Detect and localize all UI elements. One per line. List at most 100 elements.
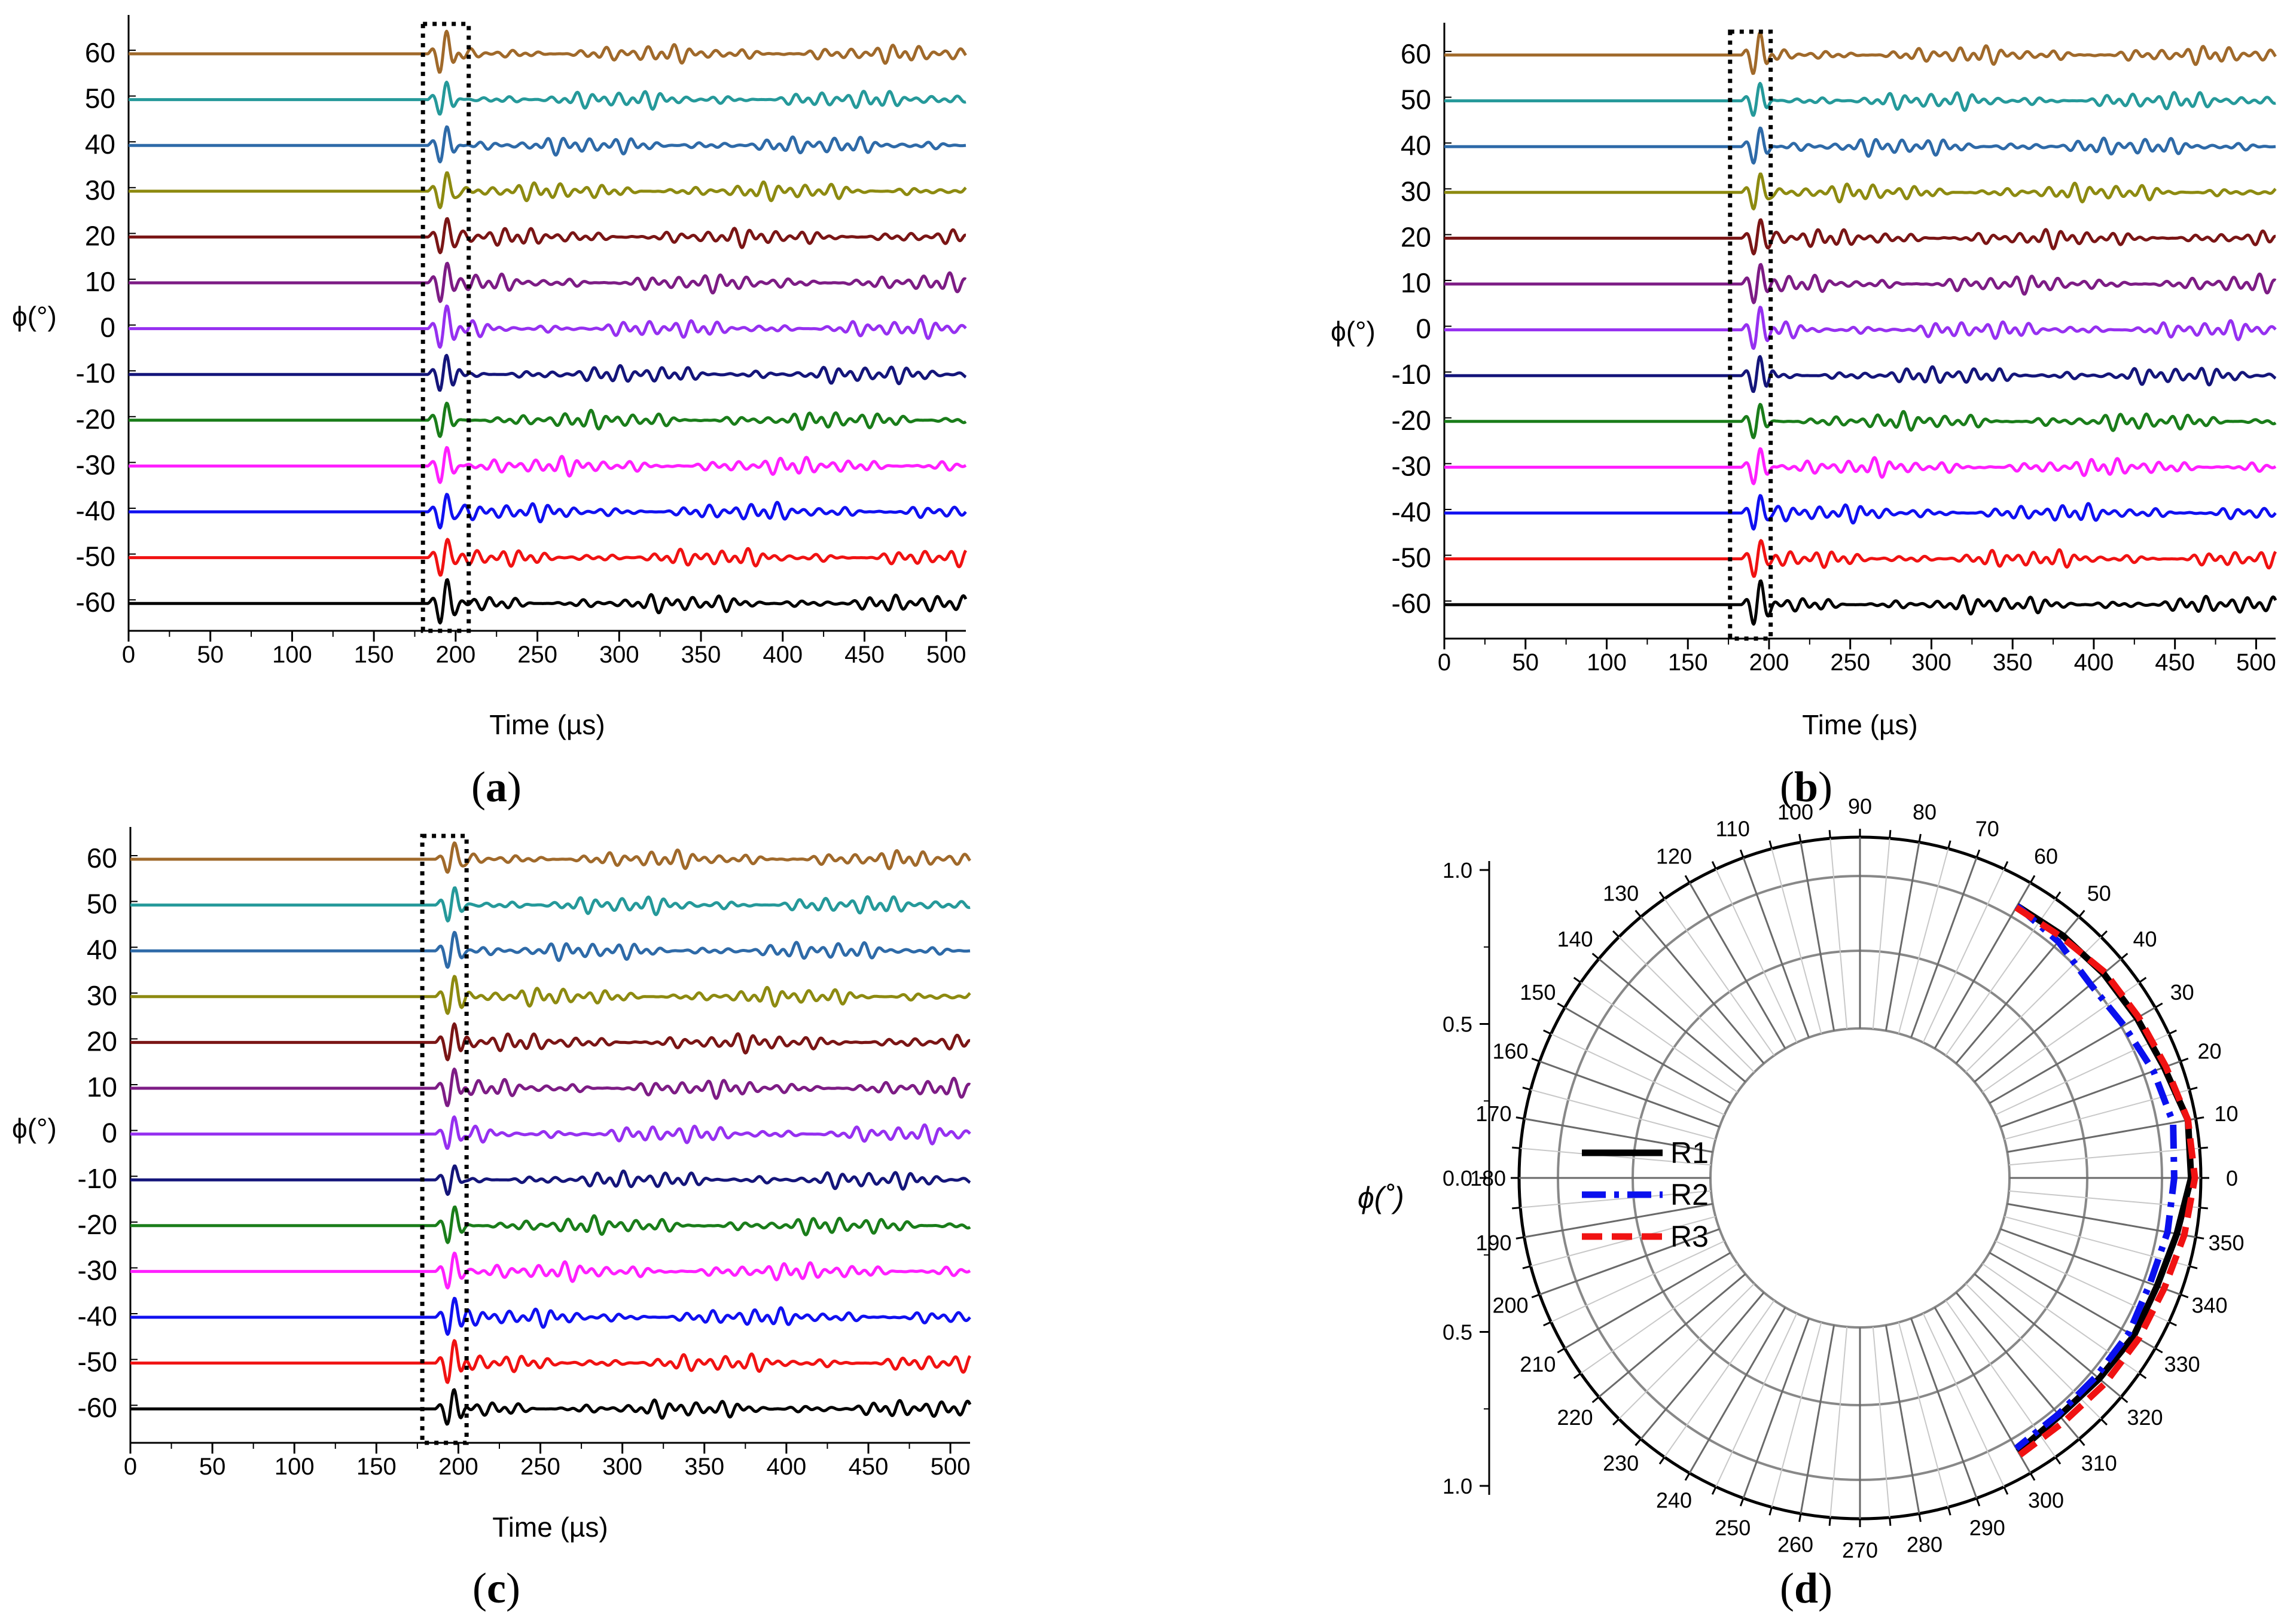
y-tick-label-0: 0 xyxy=(102,1118,117,1149)
y-tick-label--50: -50 xyxy=(76,541,115,572)
x-tick-label: 250 xyxy=(1830,649,1870,676)
polar-spoke xyxy=(1530,1089,1716,1140)
radial-tick-label: 0.0 xyxy=(1443,1166,1472,1190)
legend-label-R3: R3 xyxy=(1670,1220,1709,1253)
y-tick-label-40: 40 xyxy=(87,934,117,965)
polar-angle-tick xyxy=(2029,875,2036,884)
polar-spoke xyxy=(2006,1118,2196,1153)
x-tick-label: 100 xyxy=(1587,649,1627,676)
trace-50 xyxy=(129,886,971,923)
polar-angle-tick xyxy=(2195,1116,2204,1120)
radial-tick-label: 1.0 xyxy=(1443,1474,1472,1498)
polar-spoke xyxy=(1524,1202,1713,1238)
polar-angle-tick xyxy=(2199,1146,2208,1149)
polar-angle-tick xyxy=(1557,1347,1566,1354)
y-tick-label-50: 50 xyxy=(1401,84,1431,115)
trace-30 xyxy=(127,171,967,209)
polar-spoke xyxy=(1520,1147,1712,1166)
y-tick-label--20: -20 xyxy=(1392,405,1431,436)
series-R3 xyxy=(2014,905,2198,1458)
polar-angle-tick xyxy=(1768,1507,1773,1516)
angle-label-110: 110 xyxy=(1716,817,1750,841)
polar-angle-tick xyxy=(1512,1146,1521,1149)
y-tick-label-30: 30 xyxy=(85,175,115,206)
trace-40 xyxy=(1443,126,2277,165)
polar-angle-tick xyxy=(2100,930,2108,938)
polar-spoke xyxy=(1618,936,1755,1073)
trace-20 xyxy=(127,217,967,255)
polar-spoke xyxy=(1524,1118,1713,1153)
polar-angle-tick xyxy=(1739,1498,1745,1507)
x-tick-label: 400 xyxy=(763,642,803,668)
x-tick-label: 200 xyxy=(1749,649,1789,676)
polar-spoke xyxy=(1742,1318,1810,1499)
trace-10 xyxy=(1443,262,2277,304)
trace--10 xyxy=(1443,355,2277,393)
y-tick-label-40: 40 xyxy=(1401,130,1431,161)
polar-angle-tick xyxy=(1612,930,1620,938)
polar-spoke xyxy=(1598,958,1746,1083)
polar-spoke xyxy=(1955,916,2080,1064)
y-tick-label--10: -10 xyxy=(76,358,115,389)
angle-label-350: 350 xyxy=(2209,1231,2245,1255)
x-tick-label: 500 xyxy=(926,642,966,668)
polar-angle-tick xyxy=(2054,891,2062,899)
polar-angle-tick xyxy=(2154,1347,2163,1354)
y-tick-label--10: -10 xyxy=(1392,359,1431,390)
y-tick-label-50: 50 xyxy=(85,83,115,114)
x-tick-label: 50 xyxy=(197,642,224,668)
polar-angle-tick xyxy=(1543,1029,1552,1035)
polar-spoke xyxy=(1715,868,1798,1043)
polar-angle-tick xyxy=(2054,1457,2062,1465)
polar-angle-tick xyxy=(2180,1057,2189,1063)
polar-angle-tick xyxy=(1918,834,1922,842)
caption-b: (b) xyxy=(1780,763,1832,811)
polar-spoke xyxy=(1872,1326,1890,1518)
y-tick-label-10: 10 xyxy=(85,266,115,297)
trace-50 xyxy=(1443,81,2277,117)
polar-spoke xyxy=(2006,1202,2196,1238)
polar-angle-tick xyxy=(1684,875,1691,884)
polar-spoke xyxy=(2004,1216,2190,1267)
x-axis-label: Time (µs) xyxy=(1802,709,1917,740)
x-tick-label: 300 xyxy=(1911,649,1951,676)
trace-30 xyxy=(1443,172,2277,210)
x-tick-label: 50 xyxy=(1512,649,1539,676)
polar-spoke xyxy=(1800,842,1835,1031)
polar-spoke xyxy=(1974,1273,2122,1398)
polar-angle-tick xyxy=(1591,1396,1600,1403)
polar-angle-tick xyxy=(2029,1472,2036,1481)
polar-angle-tick xyxy=(1635,1438,1642,1446)
polar-spoke xyxy=(1598,1273,1746,1398)
y-axis-label: ϕ(°) xyxy=(12,1113,57,1144)
y-tick-label--40: -40 xyxy=(76,495,115,526)
polar-spoke xyxy=(1550,1033,1725,1116)
y-tick-label-20: 20 xyxy=(85,220,115,251)
polar-angle-tick xyxy=(2139,1372,2147,1379)
y-tick-label--20: -20 xyxy=(76,404,115,435)
polar-angle-tick xyxy=(1918,1513,1922,1522)
trace--30 xyxy=(1443,447,2277,486)
x-tick-label: 450 xyxy=(849,1454,889,1480)
y-tick-label--60: -60 xyxy=(76,587,115,618)
y-tick-label-30: 30 xyxy=(87,980,117,1011)
angle-label-270: 270 xyxy=(1842,1538,1878,1562)
polar-spoke xyxy=(1520,1190,1712,1208)
trace-10 xyxy=(129,1067,971,1107)
polar-spoke xyxy=(1564,1006,1731,1104)
x-tick-label: 350 xyxy=(681,642,721,668)
y-tick-label--60: -60 xyxy=(78,1392,117,1423)
trace-60 xyxy=(127,29,967,74)
highlight-window xyxy=(420,22,471,633)
trace--40 xyxy=(127,493,967,530)
polar-spoke xyxy=(1982,982,2140,1093)
polar-angle-tick xyxy=(1515,1236,1524,1240)
trace--20 xyxy=(127,401,967,438)
polar-angle-tick xyxy=(1739,849,1745,858)
polar-spoke xyxy=(1965,936,2102,1073)
polar-spoke xyxy=(2000,1228,2181,1296)
polar-angle-tick xyxy=(1635,909,1642,918)
polar-angle-tick xyxy=(1711,1486,1717,1495)
y-tick-label-60: 60 xyxy=(87,842,117,874)
x-tick-label: 50 xyxy=(199,1454,226,1480)
